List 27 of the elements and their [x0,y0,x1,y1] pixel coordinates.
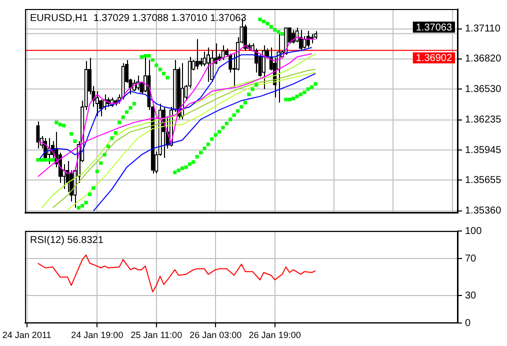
candlestick [36,120,40,149]
y-tick-label: 1.35360 [465,206,502,217]
y-tick-label: 1.37110 [465,24,501,35]
y-tick-label: 0 [465,318,471,329]
y-tick-label: 1.35945 [465,144,502,156]
x-tick-label: 26 Jan 19:00 [248,330,301,340]
x-tick-label: 24 Jan 2011 [2,330,52,340]
y-tick-label: 100 [465,226,482,237]
candlestick [195,38,199,70]
chart-title: RSI(12) 56.8321 [30,234,104,246]
y-tick-label: 1.36820 [465,54,502,65]
candlestick [206,47,210,82]
candlestick [66,160,70,193]
y-tick-label: 1.36235 [465,114,502,126]
y-tick-label: 1.36530 [465,84,502,95]
y-tick-label: 70 [465,253,477,264]
candlestick [202,51,206,67]
candlestick [221,44,225,60]
x-tick-label: 26 Jan 03:00 [190,330,242,340]
ref-line-label: 1.36902 [416,53,452,64]
candlestick [302,36,306,50]
x-tick-label: 25 Jan 11:00 [130,330,182,340]
y-tick-label: 1.35655 [465,174,502,186]
ref-line-label: 1.37063 [416,22,452,34]
chart-title: EURUSD,H1 1.37029 1.37088 1.37010 1.37063 [30,12,247,24]
y-tick-label: 30 [465,290,477,302]
x-tick-label: 24 Jan 19:00 [71,330,124,340]
